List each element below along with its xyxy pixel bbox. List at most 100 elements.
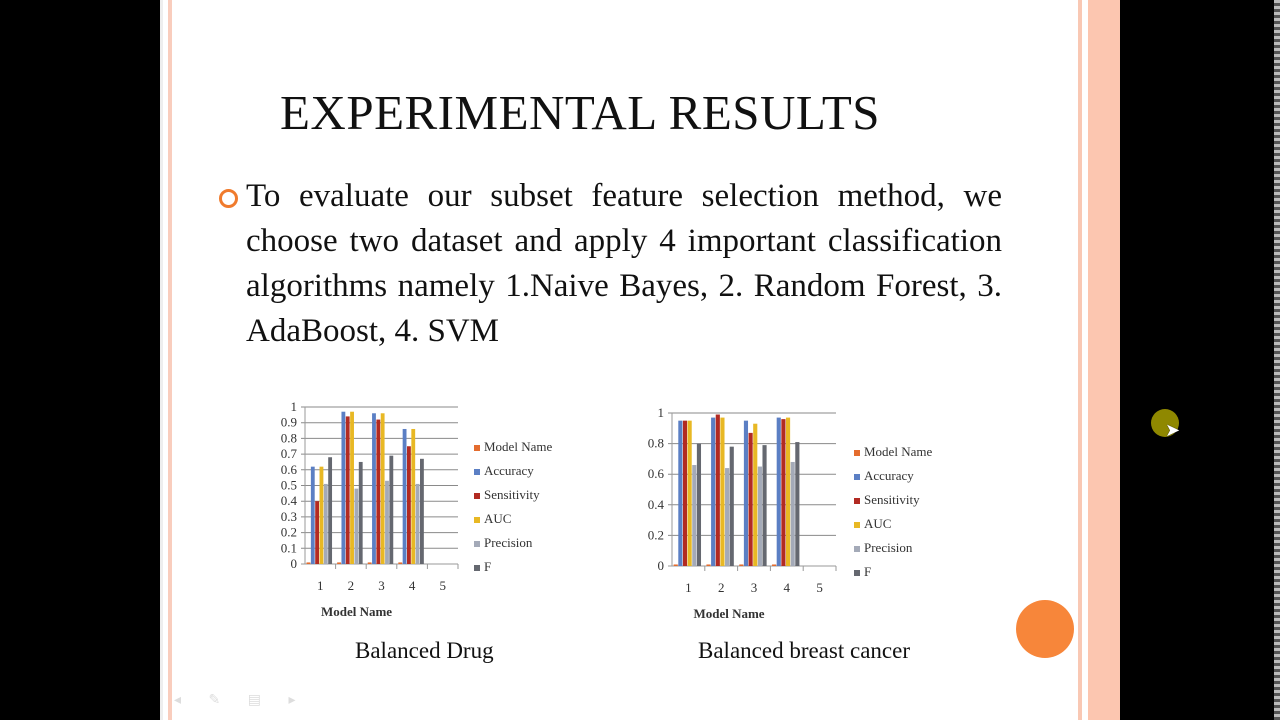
bar-sensitivity [682, 420, 688, 566]
legend-label: Precision [484, 535, 533, 550]
bar-sensitivity [781, 419, 786, 566]
y-tick-label: 0.4 [648, 497, 665, 512]
slide: EXPERIMENTAL RESULTS To evaluate our sub… [160, 0, 1120, 720]
x-axis-label: Model Name [321, 604, 392, 619]
bar-model-name [306, 562, 311, 564]
legend-swatch [474, 541, 480, 547]
bar-auc [687, 420, 692, 566]
legend-swatch [854, 546, 860, 552]
y-tick-label: 0.1 [281, 540, 297, 555]
legend-label: AUC [484, 511, 511, 526]
slide-left-border [168, 0, 172, 720]
x-tick-label: 1 [685, 580, 692, 595]
bar-sensitivity [315, 501, 320, 564]
y-tick-label: 0 [658, 558, 665, 573]
x-tick-label: 4 [409, 578, 416, 593]
legend-swatch [854, 474, 860, 480]
y-tick-label: 0.5 [281, 478, 297, 493]
slide-title: EXPERIMENTAL RESULTS [280, 85, 881, 140]
caption-balanced-breast-cancer: Balanced breast cancer [698, 638, 910, 663]
y-tick-label: 0.4 [281, 493, 298, 508]
orange-circle-decoration [1016, 600, 1074, 658]
y-tick-label: 0.3 [281, 509, 297, 524]
slide-right-border [1088, 0, 1120, 720]
bar-auc [753, 423, 758, 566]
bar-f [729, 446, 734, 566]
bar-f [696, 443, 702, 566]
right-edge-strip [1274, 0, 1280, 720]
bar-model-name [337, 562, 341, 564]
bullet-text: To evaluate our subset feature selection… [246, 178, 1002, 349]
bar-auc [785, 417, 791, 566]
bar-precision [385, 480, 389, 564]
bar-sensitivity [748, 432, 753, 566]
bar-auc [319, 466, 324, 564]
bar-accuracy [310, 466, 315, 564]
y-tick-label: 0.8 [281, 430, 297, 445]
legend-label: AUC [864, 516, 891, 531]
bar-sensitivity [715, 414, 720, 566]
legend-swatch [474, 493, 480, 499]
bar-precision [692, 465, 697, 566]
legend-swatch [474, 445, 480, 451]
bar-f [358, 461, 363, 564]
bar-auc [350, 411, 354, 564]
y-tick-label: 0.6 [648, 466, 665, 481]
bar-auc [411, 428, 416, 564]
legend-label: Accuracy [484, 463, 534, 478]
x-tick-label: 1 [317, 578, 324, 593]
bar-accuracy [678, 420, 683, 566]
bar-precision [725, 468, 730, 566]
bar-sensitivity [376, 419, 381, 564]
bar-accuracy [711, 417, 716, 566]
bar-model-name [706, 564, 711, 566]
bar-precision [790, 461, 795, 566]
bar-f [762, 445, 767, 566]
legend-label: Sensitivity [484, 487, 540, 502]
bar-auc [380, 413, 385, 564]
bar-model-name [367, 562, 372, 564]
bar-model-name [739, 564, 744, 566]
bar-accuracy [743, 420, 749, 566]
bar-f [389, 455, 394, 564]
legend-label: Sensitivity [864, 492, 920, 507]
bar-precision [323, 483, 328, 564]
y-tick-label: 0.2 [648, 527, 664, 542]
bar-precision [354, 488, 359, 564]
legend-swatch [474, 517, 480, 523]
legend-swatch [854, 498, 860, 504]
legend-swatch [474, 469, 480, 475]
x-axis-label: Model Name [693, 606, 764, 621]
bullet-circle-icon [219, 189, 238, 208]
bar-accuracy [402, 428, 407, 564]
y-tick-label: 0.8 [648, 436, 664, 451]
bar-precision [757, 466, 762, 566]
legend-label: Model Name [864, 444, 932, 459]
x-tick-label: 5 [439, 578, 446, 593]
mouse-pointer-icon: ➤ [1165, 420, 1181, 440]
legend-label: Model Name [484, 439, 552, 454]
legend-label: F [484, 559, 491, 574]
y-tick-label: 0.6 [281, 462, 298, 477]
bar-sensitivity [345, 416, 350, 564]
y-tick-label: 0.9 [281, 415, 297, 430]
bar-accuracy [372, 413, 376, 564]
y-tick-label: 0.7 [281, 446, 298, 461]
bar-model-name [772, 564, 777, 566]
legend-label: Accuracy [864, 468, 914, 483]
slide-right-border-inner [1078, 0, 1082, 720]
legend-swatch [854, 450, 860, 456]
bar-f [795, 442, 800, 566]
x-tick-label: 3 [751, 580, 758, 595]
y-tick-label: 1 [658, 405, 665, 420]
x-tick-label: 5 [816, 580, 823, 595]
y-tick-label: 1 [291, 399, 298, 414]
legend-label: F [864, 564, 871, 579]
bar-auc [720, 417, 725, 566]
bar-accuracy [341, 411, 346, 564]
bar-model-name [673, 564, 678, 566]
slideshow-nav-icons[interactable]: ◂ ✎ ▤ ▸ [174, 693, 308, 708]
legend-swatch [854, 570, 860, 576]
legend-label: Precision [864, 540, 913, 555]
chart-balanced-breast-cancer: 0 0.2 0.4 0.6 0.8 1 1 2 3 4 5 Model Name Model Name A… [648, 405, 933, 621]
